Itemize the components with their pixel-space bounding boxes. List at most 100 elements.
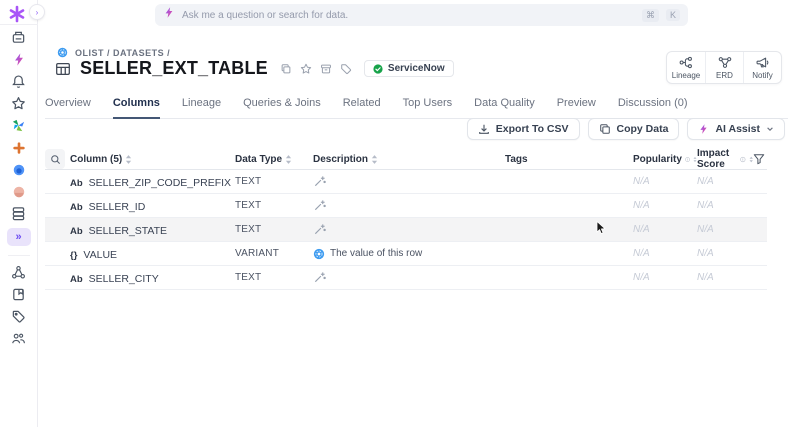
table-row-seller-state[interactable]: Ab SELLER_STATE TEXT N/A N/A [45, 218, 767, 242]
source-badge-label: ServiceNow [387, 63, 445, 74]
popularity-value: N/A [633, 176, 650, 187]
filter-button[interactable] [753, 153, 767, 165]
table-search-button[interactable] [45, 149, 65, 169]
sort-icon[interactable] [125, 154, 132, 164]
inbox-icon[interactable] [8, 30, 30, 45]
tab-related[interactable]: Related [342, 97, 381, 109]
type-prefix: Ab [70, 177, 83, 189]
sort-icon[interactable] [285, 154, 292, 164]
tab-columns[interactable]: Columns [112, 94, 160, 119]
header-tags[interactable]: Tags [505, 153, 528, 165]
type-prefix: {} [70, 249, 78, 261]
column-name[interactable]: SELLER_CITY [88, 272, 159, 285]
export-csv-button[interactable]: Export To CSV [466, 118, 580, 140]
columns-table: Column (5) Data Type Description Tags Po… [45, 148, 767, 290]
source-badge-icon [57, 47, 68, 58]
asset-header: SELLER_EXT_TABLE ServiceNow [54, 58, 454, 79]
erd-button-label: ERD [716, 71, 733, 80]
header-popularity[interactable]: Popularity [633, 154, 697, 165]
sidebar-item-active-chevrons[interactable]: » [6, 228, 31, 246]
tab-lineage[interactable]: Lineage [181, 97, 222, 109]
header-description[interactable]: Description [313, 154, 505, 165]
column-name[interactable]: SELLER_ID [88, 200, 146, 213]
copy-data-button[interactable]: Copy Data [587, 118, 680, 140]
shortcut-cmd-key: ⌘ [641, 8, 659, 22]
salmon-integration-icon[interactable] [8, 184, 30, 199]
database-icon[interactable] [8, 206, 30, 221]
magic-wand-icon[interactable] [313, 175, 326, 188]
column-name[interactable]: SELLER_STATE [88, 224, 168, 237]
ai-bolt-icon [700, 124, 708, 134]
tag-icon[interactable] [8, 309, 30, 324]
ai-description-badge-icon [313, 248, 325, 259]
breadcrumb[interactable]: OLIST / DATASETS / [57, 47, 170, 58]
sort-icon[interactable] [371, 154, 378, 164]
sidebar-divider [7, 255, 30, 256]
data-type-value: TEXT [235, 272, 262, 283]
download-icon [478, 124, 489, 134]
atlan-logo-icon[interactable] [8, 5, 26, 23]
erd-button[interactable]: ERD [705, 52, 743, 83]
type-prefix: Ab [70, 201, 83, 213]
notify-button[interactable]: Notify [743, 52, 781, 83]
popularity-value: N/A [633, 200, 650, 211]
blue-integration-icon[interactable] [8, 162, 30, 177]
star-icon[interactable] [8, 96, 30, 111]
tab-queries-joins[interactable]: Queries & Joins [243, 97, 321, 109]
magic-wand-icon[interactable] [313, 199, 326, 212]
tab-preview[interactable]: Preview [556, 97, 596, 109]
star-favorite-icon[interactable] [300, 63, 312, 75]
popularity-value: N/A [633, 272, 650, 283]
tag-icon[interactable] [340, 63, 352, 75]
copy-link-icon[interactable] [280, 63, 292, 75]
table-row-seller-zip-code-prefix[interactable]: Ab SELLER_ZIP_CODE_PREFIX TEXT N/A N/A [45, 170, 767, 194]
impact-score-value: N/A [697, 272, 714, 283]
table-row-seller-id[interactable]: Ab SELLER_ID TEXT N/A N/A [45, 194, 767, 218]
popularity-value: N/A [633, 248, 650, 259]
header-impact-score[interactable]: Impact Score [697, 148, 753, 170]
graph-nodes-icon[interactable] [8, 265, 30, 280]
sidebar-expand-button[interactable]: › [29, 4, 45, 20]
tab-discussion[interactable]: Discussion (0) [617, 97, 688, 109]
header-column[interactable]: Column (5) [69, 154, 235, 165]
impact-score-value: N/A [697, 176, 714, 187]
users-icon[interactable] [8, 331, 30, 346]
data-type-value: TEXT [235, 224, 262, 235]
table-row-seller-city[interactable]: Ab SELLER_CITY TEXT N/A N/A [45, 266, 767, 290]
table-row-value[interactable]: {} VALUE VARIANT The value of this row N/… [45, 242, 767, 266]
lineage-button[interactable]: Lineage [667, 52, 705, 83]
copy-data-label: Copy Data [616, 123, 669, 135]
verified-check-icon [373, 63, 383, 74]
source-system-badge[interactable]: ServiceNow [363, 60, 454, 77]
archive-icon[interactable] [320, 63, 332, 75]
magic-wand-icon[interactable] [313, 271, 326, 284]
info-icon [740, 156, 746, 162]
header-data-type[interactable]: Data Type [235, 154, 313, 165]
type-prefix: Ab [70, 273, 83, 285]
asset-action-group: Lineage ERD Notify [666, 51, 782, 84]
ai-assist-button[interactable]: AI Assist [687, 118, 785, 140]
column-name[interactable]: VALUE [83, 248, 118, 261]
breadcrumb-path[interactable]: OLIST / DATASETS / [75, 47, 171, 58]
data-type-value: TEXT [235, 176, 262, 187]
ai-bolt-icon[interactable] [8, 52, 30, 67]
sort-icon[interactable] [749, 155, 753, 164]
sidebar: › [0, 0, 45, 427]
tab-data-quality[interactable]: Data Quality [474, 97, 535, 109]
tab-overview[interactable]: Overview [45, 97, 91, 109]
export-csv-label: Export To CSV [495, 123, 569, 135]
sort-icon[interactable] [693, 155, 697, 164]
bell-icon[interactable] [8, 74, 30, 89]
magic-wand-icon[interactable] [313, 223, 326, 236]
column-name[interactable]: SELLER_ZIP_CODE_PREFIX [88, 176, 232, 189]
asset-tabs: Overview Columns Lineage Queries & Joins… [45, 94, 788, 119]
orange-integration-icon[interactable] [8, 140, 30, 155]
global-search-bar[interactable]: Ask me a question or search for data. ⌘ … [155, 4, 688, 26]
pinwheel-integration-icon[interactable] [8, 118, 30, 133]
tab-top-users[interactable]: Top Users [402, 97, 453, 109]
book-icon[interactable] [8, 287, 30, 302]
erd-icon [718, 57, 731, 68]
notify-button-label: Notify [752, 71, 773, 80]
info-icon [685, 156, 690, 162]
impact-score-value: N/A [697, 224, 714, 235]
